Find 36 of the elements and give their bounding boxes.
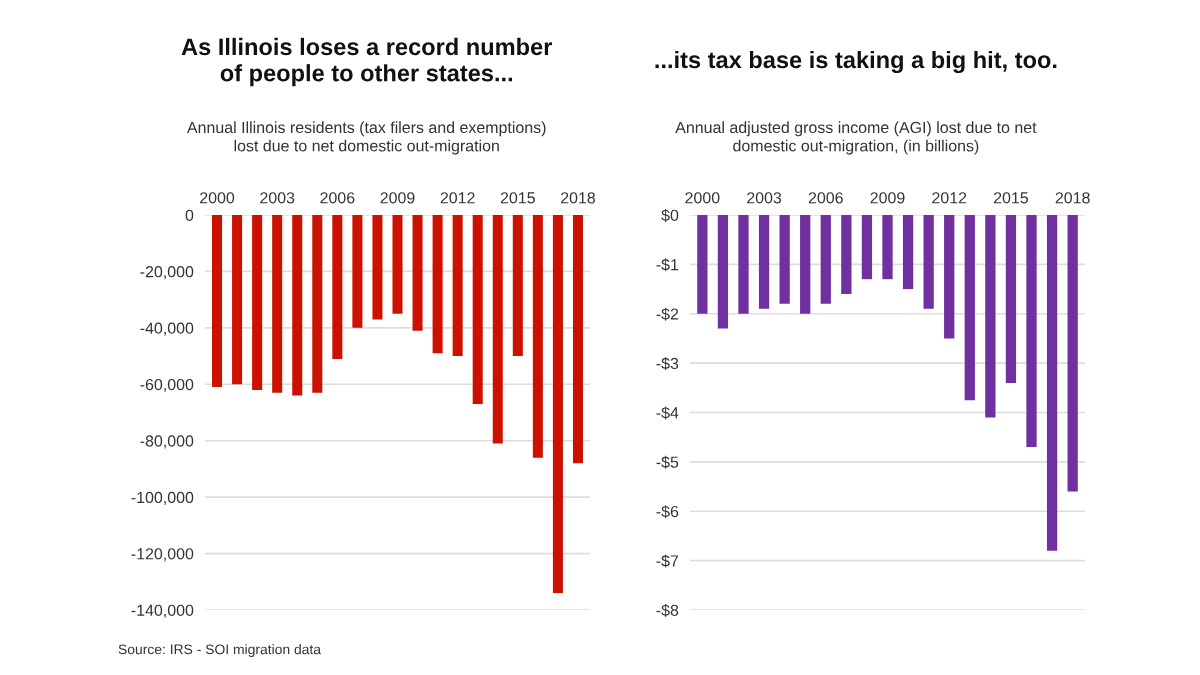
y-tick-label: -$1: [656, 258, 679, 272]
x-tick-label: 2015: [500, 192, 535, 204]
y-tick-label: -140,000: [131, 604, 194, 618]
x-tick-label: 2000: [200, 192, 235, 204]
y-tick-label: -60,000: [140, 378, 194, 393]
chart-title: ...its tax base is taking a big hit, too.: [655, 50, 1057, 74]
y-tick-label: -$7: [656, 554, 679, 568]
chart-title: As Illinois loses a record number of people to other states...: [181, 37, 553, 87]
y-tick-label: -$4: [656, 406, 679, 420]
y-tick-label: 0: [185, 209, 194, 221]
y-tick-label: -$2: [656, 307, 679, 321]
x-tick-label: 2006: [320, 192, 355, 204]
x-tick-label: 2003: [747, 192, 782, 204]
x-tick-label: 2003: [260, 192, 295, 204]
x-tick-label: 2000: [685, 192, 720, 204]
y-tick-label: -100,000: [131, 491, 194, 505]
y-tick-label: $0: [661, 208, 679, 222]
y-tick-label: -$5: [656, 455, 679, 469]
x-tick-label: 2009: [870, 192, 905, 204]
y-tick-label: -40,000: [140, 322, 194, 336]
x-tick-label: 2009: [380, 192, 415, 204]
x-tick-label: 2012: [440, 192, 475, 204]
x-tick-label: 2012: [932, 192, 967, 204]
x-tick-label: 2015: [993, 192, 1029, 204]
source-note: Source: IRS - SOI migration data: [118, 644, 322, 657]
chart-subtitle: Annual Illinois residents (tax filers and exemptions) lost due to net domestic out-migration: [186, 121, 546, 155]
y-tick-label: -$6: [656, 505, 679, 519]
y-tick-label: -$3: [656, 357, 679, 371]
y-tick-label: -120,000: [131, 548, 194, 562]
x-tick-label: 2006: [808, 192, 843, 204]
x-tick-label: 2018: [1055, 192, 1090, 204]
y-tick-label: -80,000: [140, 435, 194, 449]
y-tick-label: -$8: [656, 603, 679, 617]
x-tick-label: 2018: [561, 192, 596, 204]
y-tick-label: -20,000: [140, 266, 194, 280]
chart-subtitle: Annual adjusted gross income (AGI) lost due to net domestic out-migration, (in billions): [675, 121, 1037, 155]
